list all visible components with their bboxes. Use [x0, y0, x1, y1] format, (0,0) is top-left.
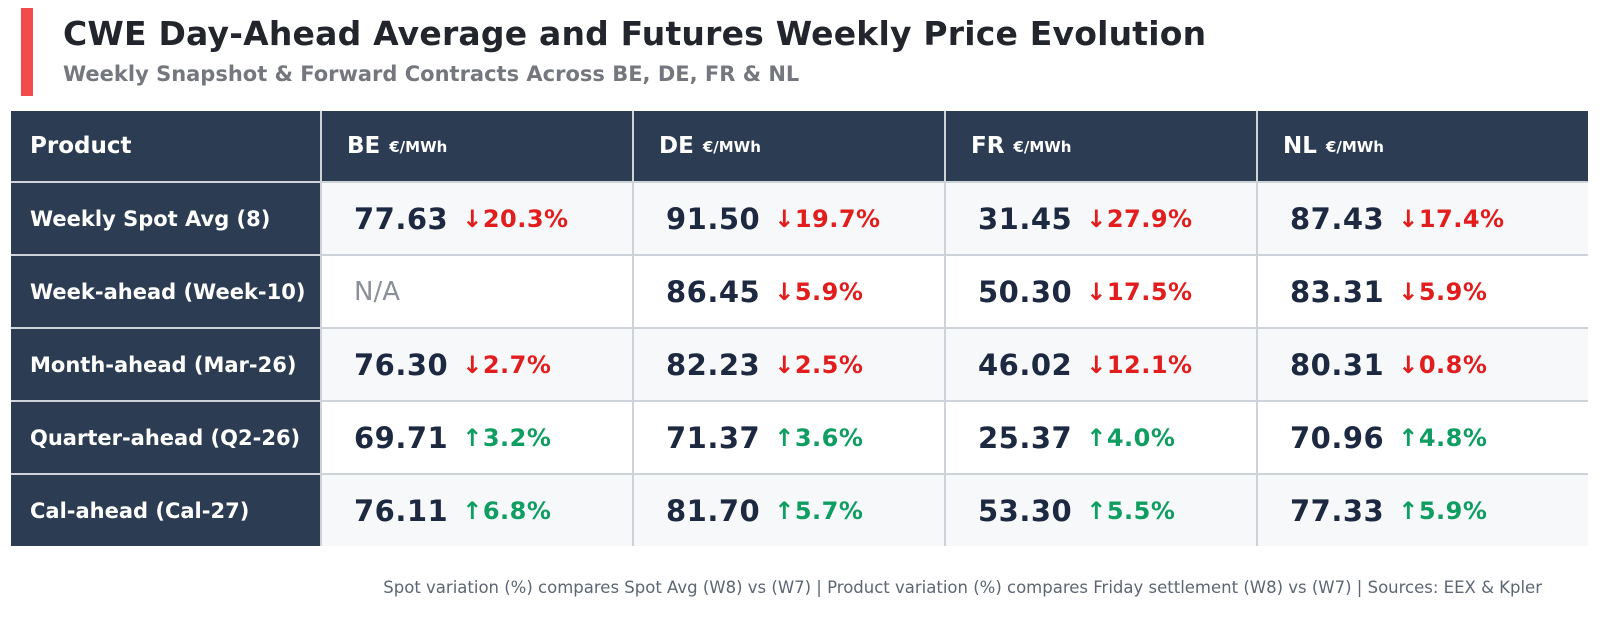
page-title: CWE Day-Ahead Average and Futures Weekly…	[63, 14, 1207, 53]
change-down: ↓17.4%	[1398, 204, 1505, 233]
footnote: Spot variation (%) compares Spot Avg (W8…	[383, 578, 1542, 597]
value-cell: 71.37 ↑3.6%	[634, 402, 944, 473]
change-down: ↓2.5%	[774, 350, 864, 379]
change-down: ↓2.7%	[462, 350, 552, 379]
price-value: 46.02	[978, 347, 1073, 382]
value-cell: 77.33 ↑5.9%	[1258, 475, 1588, 546]
price-value: 71.37	[666, 420, 761, 455]
unit-label: €/MWh	[389, 138, 448, 156]
change-down: ↓20.3%	[462, 204, 569, 233]
price-value: 82.23	[666, 347, 761, 382]
na-value: N/A	[354, 276, 400, 307]
country-code: FR	[971, 133, 1005, 159]
column-header-de: DE €/MWh	[634, 111, 944, 181]
product-cell: Month-ahead (Mar-26)	[11, 329, 320, 400]
change-down: ↓17.5%	[1086, 277, 1193, 306]
value-cell: 69.71 ↑3.2%	[322, 402, 632, 473]
price-value: 50.30	[978, 274, 1073, 309]
value-cell: 83.31 ↓5.9%	[1258, 256, 1588, 327]
accent-bar	[21, 8, 33, 96]
value-cell: 77.63 ↓20.3%	[322, 183, 632, 254]
price-table: Product BE €/MWh DE €/MWh FR €/MWh NL €/MWh Weekl…	[11, 111, 1588, 546]
header-text: CWE Day-Ahead Average and Futures Weekly…	[33, 8, 1206, 96]
change-up: ↑3.6%	[774, 423, 864, 452]
country-code: DE	[659, 133, 694, 159]
column-header-product: Product	[11, 111, 320, 181]
unit-label: €/MWh	[702, 138, 761, 156]
column-header-nl: NL €/MWh	[1258, 111, 1588, 181]
change-up: ↑5.9%	[1398, 496, 1488, 525]
change-up: ↑5.7%	[774, 496, 864, 525]
change-up: ↑4.0%	[1086, 423, 1176, 452]
price-value: 77.63	[354, 201, 449, 236]
price-value: 53.30	[978, 493, 1073, 528]
page-header: CWE Day-Ahead Average and Futures Weekly…	[21, 8, 1206, 96]
change-down: ↓27.9%	[1086, 204, 1193, 233]
value-cell: 80.31 ↓0.8%	[1258, 329, 1588, 400]
change-up: ↑6.8%	[462, 496, 552, 525]
change-down: ↓12.1%	[1086, 350, 1193, 379]
value-cell: 91.50 ↓19.7%	[634, 183, 944, 254]
price-value: 76.11	[354, 493, 449, 528]
price-value: 91.50	[666, 201, 761, 236]
page-subtitle: Weekly Snapshot & Forward Contracts Acro…	[63, 62, 800, 86]
price-value: 83.31	[1290, 274, 1385, 309]
price-value: 77.33	[1290, 493, 1385, 528]
change-down: ↓19.7%	[774, 204, 881, 233]
value-cell: 50.30 ↓17.5%	[946, 256, 1256, 327]
column-header-fr: FR €/MWh	[946, 111, 1256, 181]
value-cell: N/A	[322, 256, 632, 327]
change-down: ↓5.9%	[774, 277, 864, 306]
value-cell: 76.11 ↑6.8%	[322, 475, 632, 546]
price-value: 87.43	[1290, 201, 1385, 236]
column-header-be: BE €/MWh	[322, 111, 632, 181]
change-up: ↑5.5%	[1086, 496, 1176, 525]
product-cell: Cal-ahead (Cal-27)	[11, 475, 320, 546]
change-down: ↓5.9%	[1398, 277, 1488, 306]
country-code: BE	[347, 133, 381, 159]
value-cell: 53.30 ↑5.5%	[946, 475, 1256, 546]
price-value: 86.45	[666, 274, 761, 309]
change-up: ↑4.8%	[1398, 423, 1488, 452]
product-cell: Weekly Spot Avg (8)	[11, 183, 320, 254]
value-cell: 25.37 ↑4.0%	[946, 402, 1256, 473]
product-cell: Week-ahead (Week-10)	[11, 256, 320, 327]
value-cell: 70.96 ↑4.8%	[1258, 402, 1588, 473]
unit-label: €/MWh	[1325, 138, 1384, 156]
value-cell: 46.02 ↓12.1%	[946, 329, 1256, 400]
value-cell: 82.23 ↓2.5%	[634, 329, 944, 400]
product-cell: Quarter-ahead (Q2-26)	[11, 402, 320, 473]
price-value: 76.30	[354, 347, 449, 382]
country-code: NL	[1283, 133, 1317, 159]
value-cell: 31.45 ↓27.9%	[946, 183, 1256, 254]
price-value: 80.31	[1290, 347, 1385, 382]
value-cell: 87.43 ↓17.4%	[1258, 183, 1588, 254]
value-cell: 76.30 ↓2.7%	[322, 329, 632, 400]
value-cell: 86.45 ↓5.9%	[634, 256, 944, 327]
value-cell: 81.70 ↑5.7%	[634, 475, 944, 546]
price-value: 25.37	[978, 420, 1073, 455]
change-up: ↑3.2%	[462, 423, 552, 452]
price-value: 81.70	[666, 493, 761, 528]
unit-label: €/MWh	[1013, 138, 1072, 156]
price-value: 70.96	[1290, 420, 1385, 455]
price-value: 31.45	[978, 201, 1073, 236]
price-value: 69.71	[354, 420, 449, 455]
change-down: ↓0.8%	[1398, 350, 1488, 379]
